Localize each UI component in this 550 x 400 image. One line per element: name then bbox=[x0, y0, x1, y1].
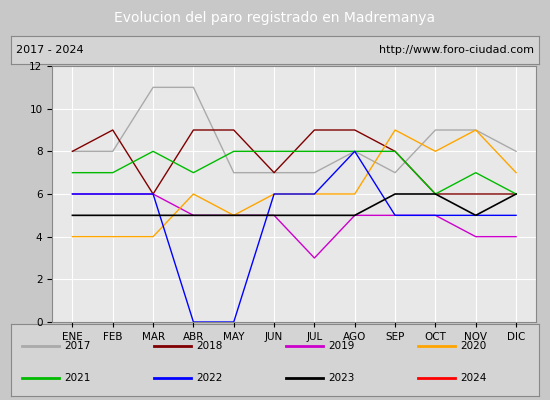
Text: http://www.foro-ciudad.com: http://www.foro-ciudad.com bbox=[379, 45, 534, 55]
Text: 2019: 2019 bbox=[328, 341, 354, 350]
Text: 2024: 2024 bbox=[460, 373, 486, 383]
Text: Evolucion del paro registrado en Madremanya: Evolucion del paro registrado en Madrema… bbox=[114, 11, 436, 25]
Text: 2017 - 2024: 2017 - 2024 bbox=[16, 45, 84, 55]
Text: 2021: 2021 bbox=[64, 373, 90, 383]
Text: 2018: 2018 bbox=[196, 341, 222, 350]
Text: 2017: 2017 bbox=[64, 341, 90, 350]
Text: 2022: 2022 bbox=[196, 373, 222, 383]
Text: 2023: 2023 bbox=[328, 373, 354, 383]
Text: 2020: 2020 bbox=[460, 341, 486, 350]
